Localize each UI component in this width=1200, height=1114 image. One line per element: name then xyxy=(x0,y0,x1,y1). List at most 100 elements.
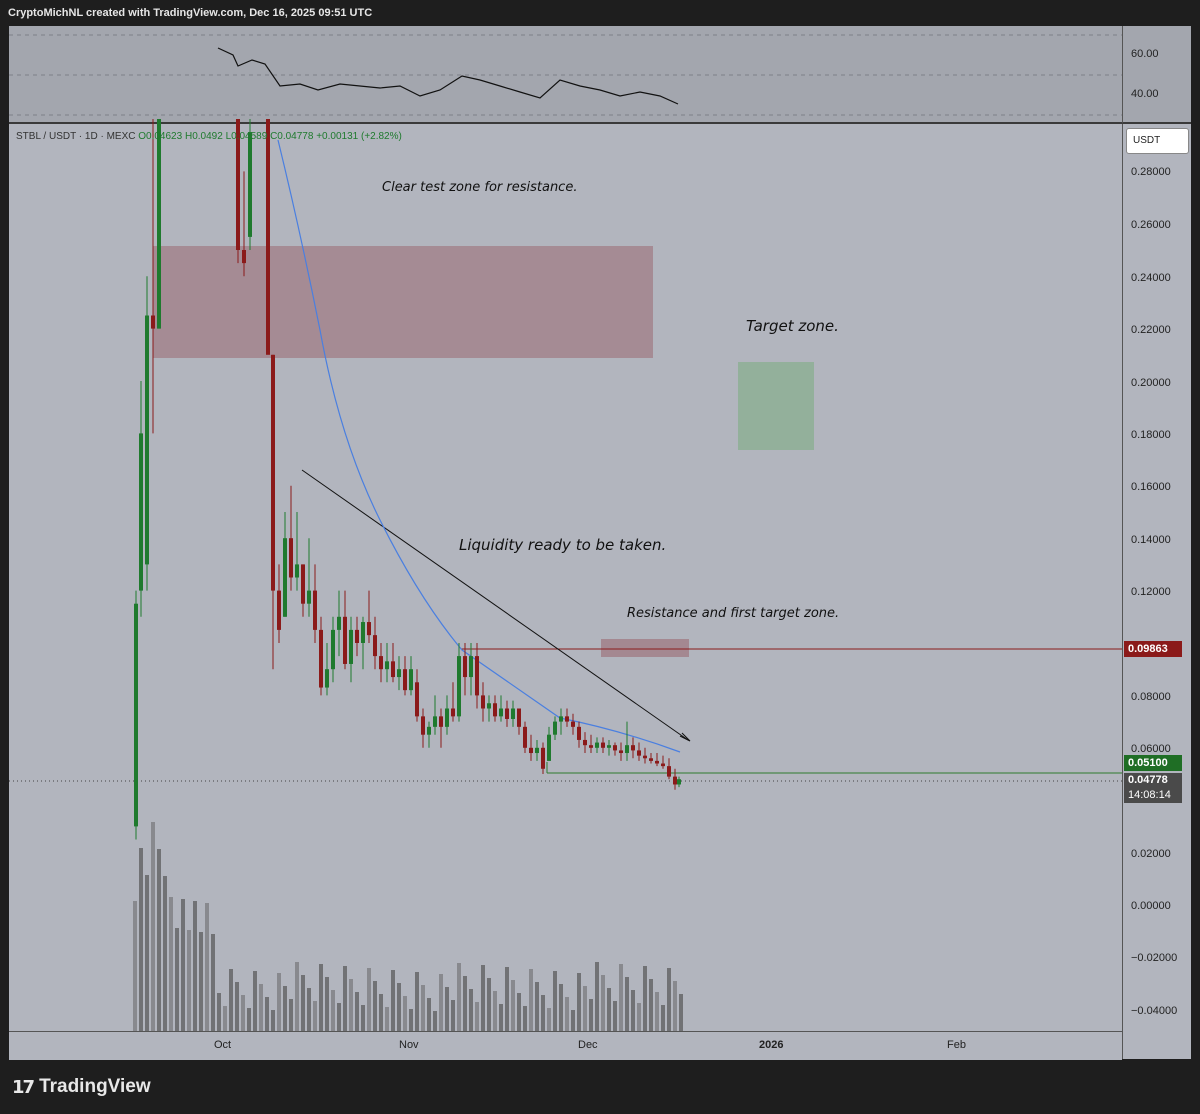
candle-body xyxy=(337,616,341,630)
first-target-zone-box xyxy=(601,639,689,657)
candle-body xyxy=(565,716,569,722)
candle-body xyxy=(553,721,557,735)
volume-bar xyxy=(619,964,623,1031)
candle-body xyxy=(367,622,371,636)
volume-bar xyxy=(283,986,287,1031)
currency-button[interactable]: USDT xyxy=(1126,128,1189,154)
price-axis[interactable] xyxy=(1122,26,1191,1059)
candle-body xyxy=(415,682,419,717)
candle-body xyxy=(481,695,485,709)
volume-bar xyxy=(601,975,605,1031)
volume-bar xyxy=(295,962,299,1031)
candle-body xyxy=(403,669,407,691)
annotation-first-target[interactable]: Resistance and first target zone. xyxy=(627,606,840,621)
candle-body xyxy=(493,703,497,717)
volume-bar xyxy=(247,1008,251,1031)
volume-bar xyxy=(409,1009,413,1031)
candle-body xyxy=(677,779,681,785)
candle-body xyxy=(421,716,425,735)
volume-bar xyxy=(475,1002,479,1031)
last-price-value: 0.04778 xyxy=(1128,774,1168,786)
tradingview-logo[interactable]: 17 TradingView xyxy=(12,1076,151,1098)
symbol-label[interactable]: STBL / USDT · 1D · MEXC xyxy=(16,131,136,142)
brand-name: TradingView xyxy=(39,1076,151,1097)
volume-bar xyxy=(595,962,599,1031)
change-value: +0.00131 (+2.82%) xyxy=(316,131,402,142)
volume-bar xyxy=(439,974,443,1031)
volume-bar xyxy=(535,982,539,1031)
candle-body xyxy=(577,726,581,740)
candle-body xyxy=(595,742,599,748)
volume-bar xyxy=(481,965,485,1031)
price-tick: 0.08000 xyxy=(1131,691,1171,703)
annotation-resistance-test[interactable]: Clear test zone for resistance. xyxy=(382,180,578,195)
candle-body xyxy=(301,564,305,604)
trendline-arrowhead xyxy=(679,732,691,742)
resistance-test-zone xyxy=(153,246,653,358)
price-pane[interactable] xyxy=(9,26,1122,1059)
candle-body xyxy=(355,629,359,643)
candle-body xyxy=(248,132,252,237)
candle-body xyxy=(631,745,635,751)
rsi-axis[interactable] xyxy=(1122,26,1191,124)
annotation-liquidity[interactable]: Liquidity ready to be taken. xyxy=(459,536,667,554)
time-axis[interactable] xyxy=(9,1031,1122,1060)
volume-bar xyxy=(607,988,611,1031)
volume-bar xyxy=(589,999,593,1031)
annotation-target-zone[interactable]: Target zone. xyxy=(746,317,839,335)
volume-bar xyxy=(385,1007,389,1031)
volume-bar xyxy=(427,998,431,1031)
volume-bar xyxy=(301,975,305,1031)
candle-body xyxy=(242,250,246,264)
volume-bar xyxy=(331,990,335,1031)
volume-bar xyxy=(457,963,461,1031)
volume-bar xyxy=(505,967,509,1031)
price-tick: 0.16000 xyxy=(1131,481,1171,493)
candle-body xyxy=(607,745,611,748)
chart-header: CryptoMichNL created with TradingView.co… xyxy=(0,0,1200,26)
volume-bar xyxy=(583,986,587,1031)
volume-bar xyxy=(559,984,563,1031)
close-value: C0.04778 xyxy=(270,131,314,142)
candle-body xyxy=(427,726,431,735)
volume-bar xyxy=(631,990,635,1031)
candle-body xyxy=(613,745,617,751)
candle-body xyxy=(145,315,149,565)
volume-bar xyxy=(661,1005,665,1031)
time-tick: Feb xyxy=(947,1039,966,1051)
candle-body xyxy=(445,708,449,727)
volume-bar xyxy=(499,1004,503,1031)
time-tick: Oct xyxy=(214,1039,232,1051)
candle-body xyxy=(457,656,461,717)
resistance-price-tag: 0.09863 xyxy=(1124,641,1182,657)
volume-bar xyxy=(271,1010,275,1031)
candle-body xyxy=(499,708,503,717)
volume-bar xyxy=(193,901,197,1031)
volume-bar xyxy=(397,983,401,1031)
candle-body xyxy=(433,716,437,727)
candle-body xyxy=(397,669,401,678)
candle-body xyxy=(517,708,521,727)
volume-bar xyxy=(433,1011,437,1031)
candle-body xyxy=(139,433,143,591)
candle-body xyxy=(547,734,551,761)
volume-bar xyxy=(205,903,209,1031)
candle-body xyxy=(523,726,527,748)
volume-bar xyxy=(649,979,653,1031)
volume-bar xyxy=(361,1005,365,1031)
volume-bar xyxy=(625,977,629,1031)
candle-body xyxy=(475,656,479,696)
candle-body xyxy=(673,776,677,785)
price-tick: 0.26000 xyxy=(1131,219,1171,231)
rsi-tick: 40.00 xyxy=(1131,88,1159,100)
volume-bar xyxy=(421,985,425,1031)
volume-bar xyxy=(325,977,329,1031)
volume-bar xyxy=(265,997,269,1031)
volume-bar xyxy=(337,1003,341,1031)
volume-bar xyxy=(133,901,137,1031)
author-stamp: CryptoMichNL created with TradingView.co… xyxy=(8,7,373,19)
volume-bar xyxy=(181,899,185,1031)
volume-bar xyxy=(319,964,323,1031)
volume-bar xyxy=(469,989,473,1031)
volume-bar xyxy=(343,966,347,1031)
